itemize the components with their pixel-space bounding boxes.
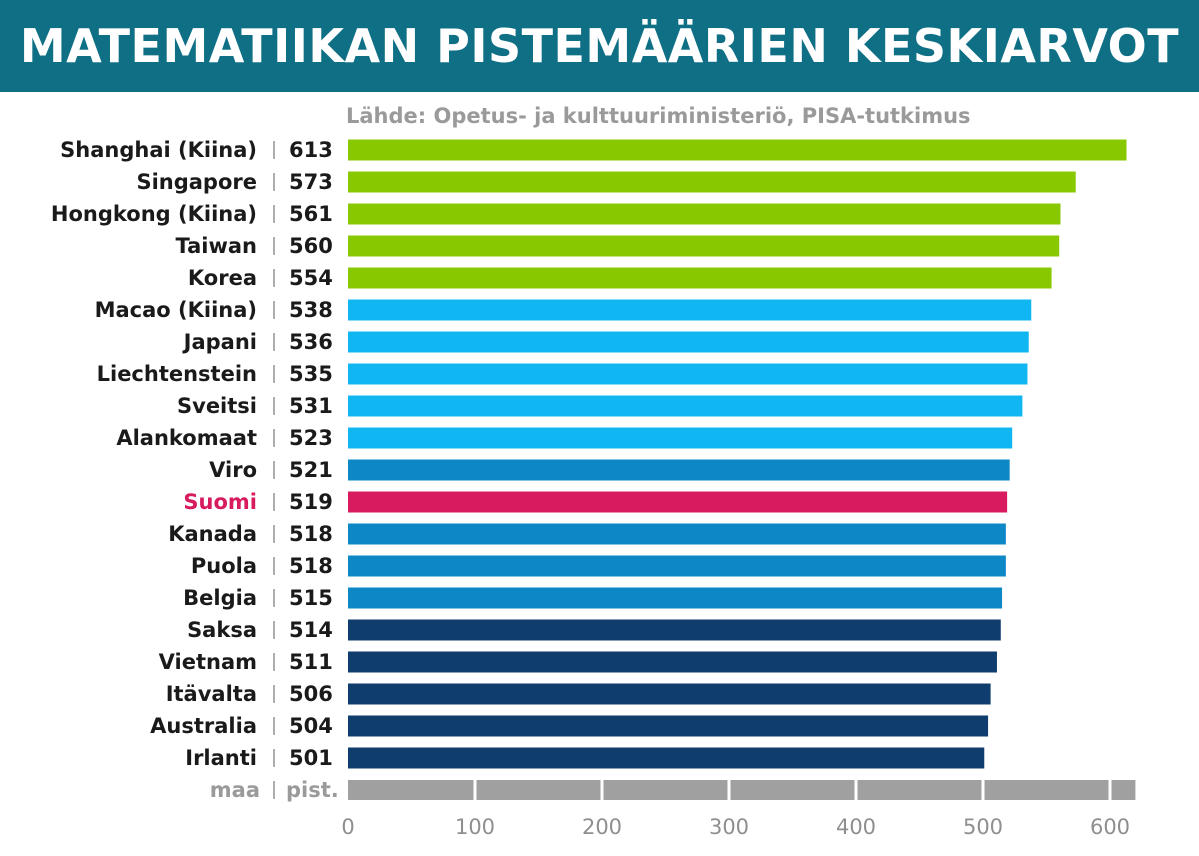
bar [348, 683, 991, 705]
country-label: Puola [191, 554, 257, 578]
bar [348, 587, 1003, 609]
bar [348, 363, 1028, 385]
bar [348, 555, 1006, 577]
bar [348, 171, 1076, 193]
x-axis-label: pist. [286, 778, 339, 802]
value-label: 538 [289, 298, 333, 322]
country-label: Vietnam [159, 650, 257, 674]
bar [348, 619, 1001, 641]
bar [348, 747, 985, 769]
country-label: Liechtenstein [97, 362, 257, 386]
tick-label: 100 [455, 815, 495, 839]
bar [348, 523, 1006, 545]
chart-title: MATEMATIIKAN PISTEMÄÄRIEN KESKIARVOT [19, 19, 1180, 73]
bar [348, 139, 1127, 161]
value-label: 613 [289, 138, 333, 162]
country-label: Korea [188, 266, 257, 290]
value-label: 518 [289, 522, 333, 546]
value-label: 554 [289, 266, 333, 290]
value-label: 573 [289, 170, 333, 194]
value-label: 519 [289, 490, 333, 514]
bar [348, 395, 1023, 417]
value-label: 514 [289, 618, 333, 642]
country-label: Taiwan [175, 234, 257, 258]
header-banner: MATEMATIIKAN PISTEMÄÄRIEN KESKIARVOT [0, 0, 1199, 92]
bar [348, 715, 989, 737]
tick-label: 300 [709, 815, 749, 839]
country-label: Shanghai (Kiina) [60, 138, 257, 162]
bar [348, 331, 1029, 353]
value-label: 531 [289, 394, 333, 418]
country-label: Sveitsi [177, 394, 257, 418]
country-label: Belgia [183, 586, 257, 610]
value-label: 501 [289, 746, 333, 770]
axis-bar [348, 780, 1136, 800]
value-label: 518 [289, 554, 333, 578]
country-label: Australia [150, 714, 257, 738]
bar [348, 299, 1032, 321]
country-label: Alankomaat [116, 426, 257, 450]
country-label: Macao (Kiina) [95, 298, 257, 322]
country-label: Viro [209, 458, 257, 482]
country-label: Japani [182, 330, 257, 354]
bar [348, 235, 1060, 257]
bar [348, 203, 1061, 225]
country-label: Hongkong (Kiina) [51, 202, 257, 226]
value-label: 561 [289, 202, 333, 226]
bar [348, 427, 1013, 449]
value-label: 536 [289, 330, 333, 354]
bar [348, 651, 997, 673]
country-label: Itävalta [166, 682, 257, 706]
value-label: 515 [289, 586, 333, 610]
country-label: Suomi [183, 490, 257, 514]
country-label: Saksa [187, 618, 257, 642]
value-label: 535 [289, 362, 333, 386]
value-label: 521 [289, 458, 333, 482]
tick-label: 500 [963, 815, 1003, 839]
tick-label: 200 [582, 815, 622, 839]
value-label: 560 [289, 234, 333, 258]
y-axis-label: maa [210, 778, 260, 802]
tick-label: 600 [1090, 815, 1130, 839]
value-label: 511 [289, 650, 333, 674]
tick-label: 400 [836, 815, 876, 839]
tick-label: 0 [341, 815, 354, 839]
bar [348, 459, 1010, 481]
source-note: Lähde: Opetus- ja kulttuuriministeriö, P… [346, 104, 971, 128]
value-label: 523 [289, 426, 333, 450]
bar [348, 491, 1008, 513]
country-label: Kanada [168, 522, 257, 546]
country-label: Irlanti [185, 746, 257, 770]
value-label: 504 [289, 714, 333, 738]
value-label: 506 [289, 682, 333, 706]
country-label: Singapore [136, 170, 257, 194]
bar [348, 267, 1052, 289]
